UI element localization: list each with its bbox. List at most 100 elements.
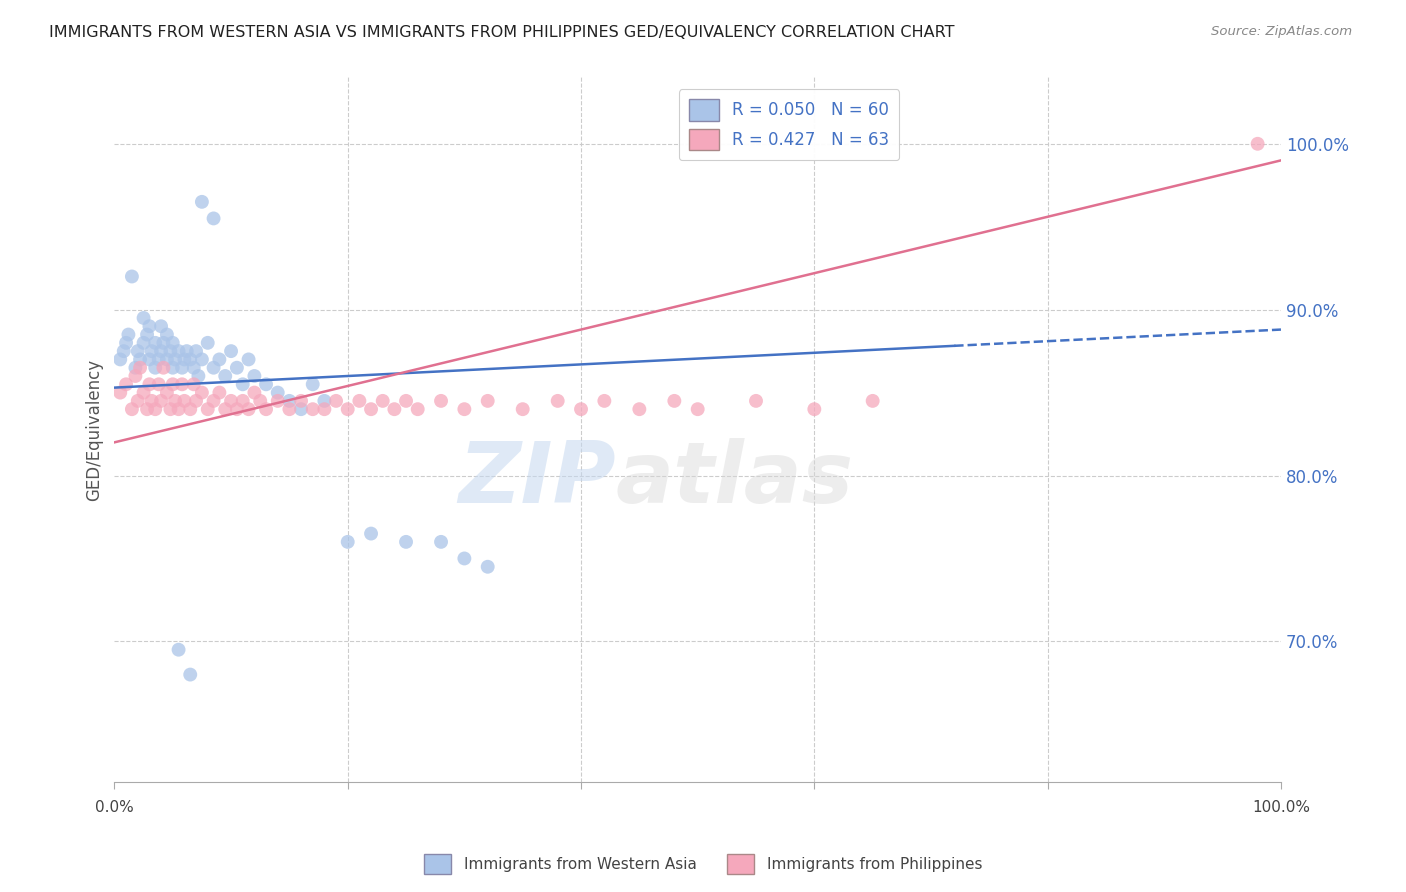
Point [382,402,405,417]
Point [267,393,290,408]
Point [167,642,190,657]
Point [170,360,193,375]
Point [132,335,155,350]
Point [173,352,195,367]
Point [141,393,163,408]
Point [395,534,418,549]
Point [191,352,214,367]
Point [159,402,181,417]
Text: 100.0%: 100.0% [1251,800,1310,815]
Point [232,393,254,408]
Point [267,385,290,400]
Point [862,393,884,408]
Point [453,402,475,417]
Point [121,402,143,417]
Point [238,402,260,417]
Point [183,360,205,375]
Point [117,327,139,342]
Point [477,393,499,408]
Point [686,402,709,417]
Point [430,534,453,549]
Point [143,402,166,417]
Point [129,360,152,375]
Point [110,385,132,400]
Point [197,402,219,417]
Point [127,393,149,408]
Point [202,211,225,226]
Legend: Immigrants from Western Asia, Immigrants from Philippines: Immigrants from Western Asia, Immigrants… [418,848,988,880]
Point [184,344,207,359]
Point [290,393,312,408]
Point [110,352,132,367]
Point [547,393,569,408]
Point [325,393,347,408]
Point [406,402,429,417]
Point [202,360,225,375]
Point [138,377,160,392]
Point [349,393,371,408]
Point [569,402,592,417]
Text: atlas: atlas [616,438,855,521]
Point [208,385,231,400]
Point [243,369,266,384]
Point [156,385,179,400]
Point [124,369,146,384]
Point [1246,136,1268,151]
Text: 0.0%: 0.0% [96,800,134,815]
Point [165,352,187,367]
Point [202,393,225,408]
Point [745,393,768,408]
Point [187,369,209,384]
Point [803,402,825,417]
Point [143,360,166,375]
Point [453,551,475,566]
Point [225,360,247,375]
Point [371,393,394,408]
Point [197,335,219,350]
Point [148,377,170,392]
Point [124,360,146,375]
Point [136,327,159,342]
Point [183,377,205,392]
Point [141,344,163,359]
Point [219,344,242,359]
Point [336,402,359,417]
Point [115,335,138,350]
Point [219,393,242,408]
Point [214,402,236,417]
Point [278,393,301,408]
Point [664,393,686,408]
Point [132,385,155,400]
Point [254,402,277,417]
Point [243,385,266,400]
Point [254,377,277,392]
Point [336,534,359,549]
Point [278,402,301,417]
Point [301,402,323,417]
Point [214,369,236,384]
Point [150,319,173,334]
Point [138,319,160,334]
Point [162,377,184,392]
Point [191,194,214,209]
Point [176,344,198,359]
Point [512,402,534,417]
Point [162,335,184,350]
Point [430,393,453,408]
Point [249,393,271,408]
Point [290,402,312,417]
Point [165,393,187,408]
Point [628,402,651,417]
Point [225,402,247,417]
Point [314,393,336,408]
Point [143,335,166,350]
Point [238,352,260,367]
Point [179,352,201,367]
Point [232,377,254,392]
Point [170,377,193,392]
Point [132,310,155,325]
Y-axis label: GED/Equivalency: GED/Equivalency [86,359,103,501]
Point [179,667,201,681]
Text: ZIP: ZIP [458,438,616,521]
Point [184,393,207,408]
